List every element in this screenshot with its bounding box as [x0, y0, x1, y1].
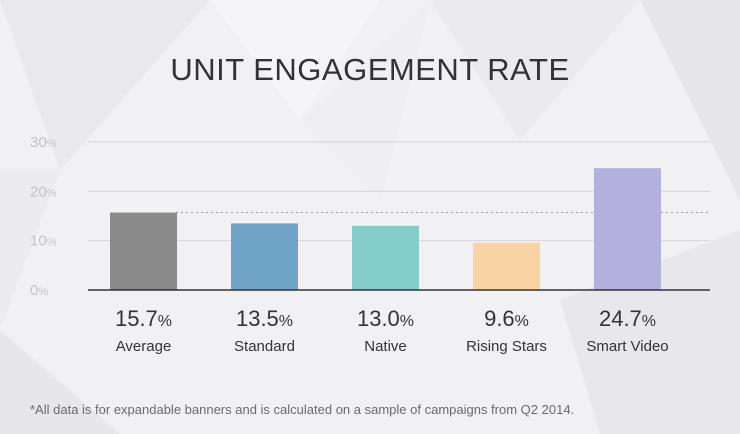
bar-native [352, 225, 419, 290]
value-label: 13.0% [356, 306, 415, 331]
category-label: Average [115, 338, 172, 355]
category-label: Native [364, 338, 407, 355]
value-label: 9.6% [484, 306, 529, 331]
value-label: 15.7% [114, 306, 173, 331]
category-label: Standard [234, 338, 295, 355]
chart-title: UNIT ENGAGEMENT RATE [170, 52, 570, 87]
y-tick-label: 0% [30, 282, 48, 299]
footnote: *All data is for expandable banners and … [30, 402, 575, 417]
bar-standard [231, 223, 298, 290]
value-label: 13.5% [235, 306, 294, 331]
value-label: 24.7% [598, 306, 657, 331]
y-tick-label: 10% [30, 233, 57, 250]
y-tick-label: 30% [30, 134, 57, 151]
bar-smart-video [594, 168, 661, 290]
bar-average [110, 212, 177, 290]
y-tick-label: 20% [30, 183, 57, 200]
bar-rising-stars [473, 242, 540, 290]
category-label: Smart Video [586, 338, 669, 355]
category-label: Rising Stars [466, 338, 547, 355]
